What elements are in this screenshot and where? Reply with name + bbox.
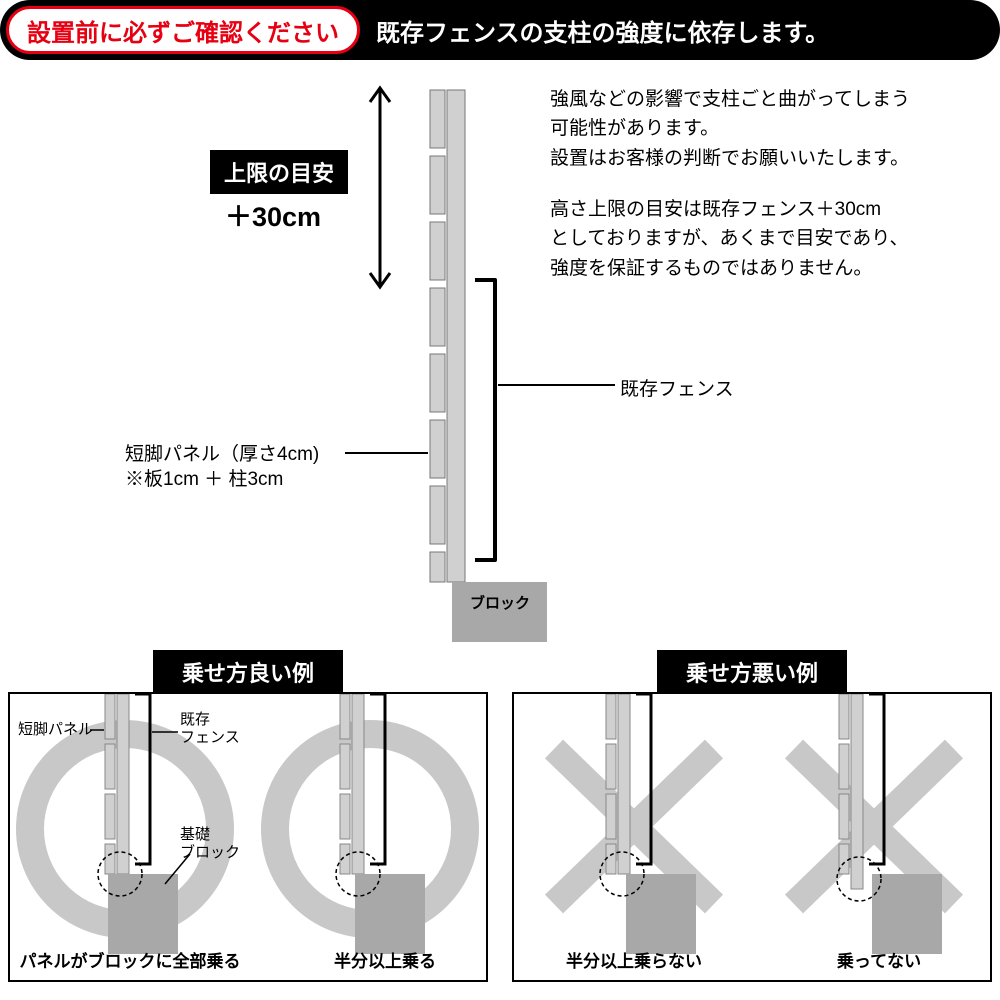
svg-text:基礎: 基礎 (180, 826, 210, 843)
main-svg: ブロック (0, 60, 1000, 650)
bad-svg (514, 694, 990, 980)
bad-cap-2: 乗ってない (804, 947, 954, 972)
good-title: 乗せ方良い例 (153, 650, 343, 694)
bad-example: 乗せ方悪い例 (512, 650, 992, 982)
bad-title: 乗せ方悪い例 (657, 650, 847, 694)
warning-text: 設置前に必ずご確認ください (27, 13, 339, 48)
svg-text:ブロック: ブロック (180, 843, 240, 861)
good-frame: 短脚パネル 既存 フェンス 基礎 ブロック パネルがブロックに全部乗る 半分以上… (8, 692, 488, 982)
svg-text:短脚パネル: 短脚パネル (18, 721, 93, 738)
bad-frame: 半分以上乗らない 乗ってない (512, 692, 992, 982)
good-example: 乗せ方良い例 (8, 650, 488, 982)
header-bar: 設置前に必ずご確認ください 既存フェンスの支柱の強度に依存します。 (0, 0, 1000, 60)
header-right-text: 既存フェンスの支柱の強度に依存します。 (376, 13, 829, 48)
main-diagram: 強風などの影響で支柱ごと曲がってしまう 可能性があります。 設置はお客様の判断で… (0, 60, 1000, 650)
good-svg: 短脚パネル 既存 フェンス 基礎 ブロック (10, 694, 486, 980)
block-label-text: ブロック (470, 594, 530, 612)
svg-text:既存: 既存 (180, 711, 210, 728)
warning-pill: 設置前に必ずご確認ください (6, 6, 360, 54)
svg-text:フェンス: フェンス (180, 729, 240, 746)
good-cap-1: パネルがブロックに全部乗る (10, 947, 250, 972)
examples-row: 乗せ方良い例 (8, 650, 992, 982)
good-cap-2: 半分以上乗る (285, 947, 485, 972)
bad-cap-1: 半分以上乗らない (544, 947, 724, 972)
